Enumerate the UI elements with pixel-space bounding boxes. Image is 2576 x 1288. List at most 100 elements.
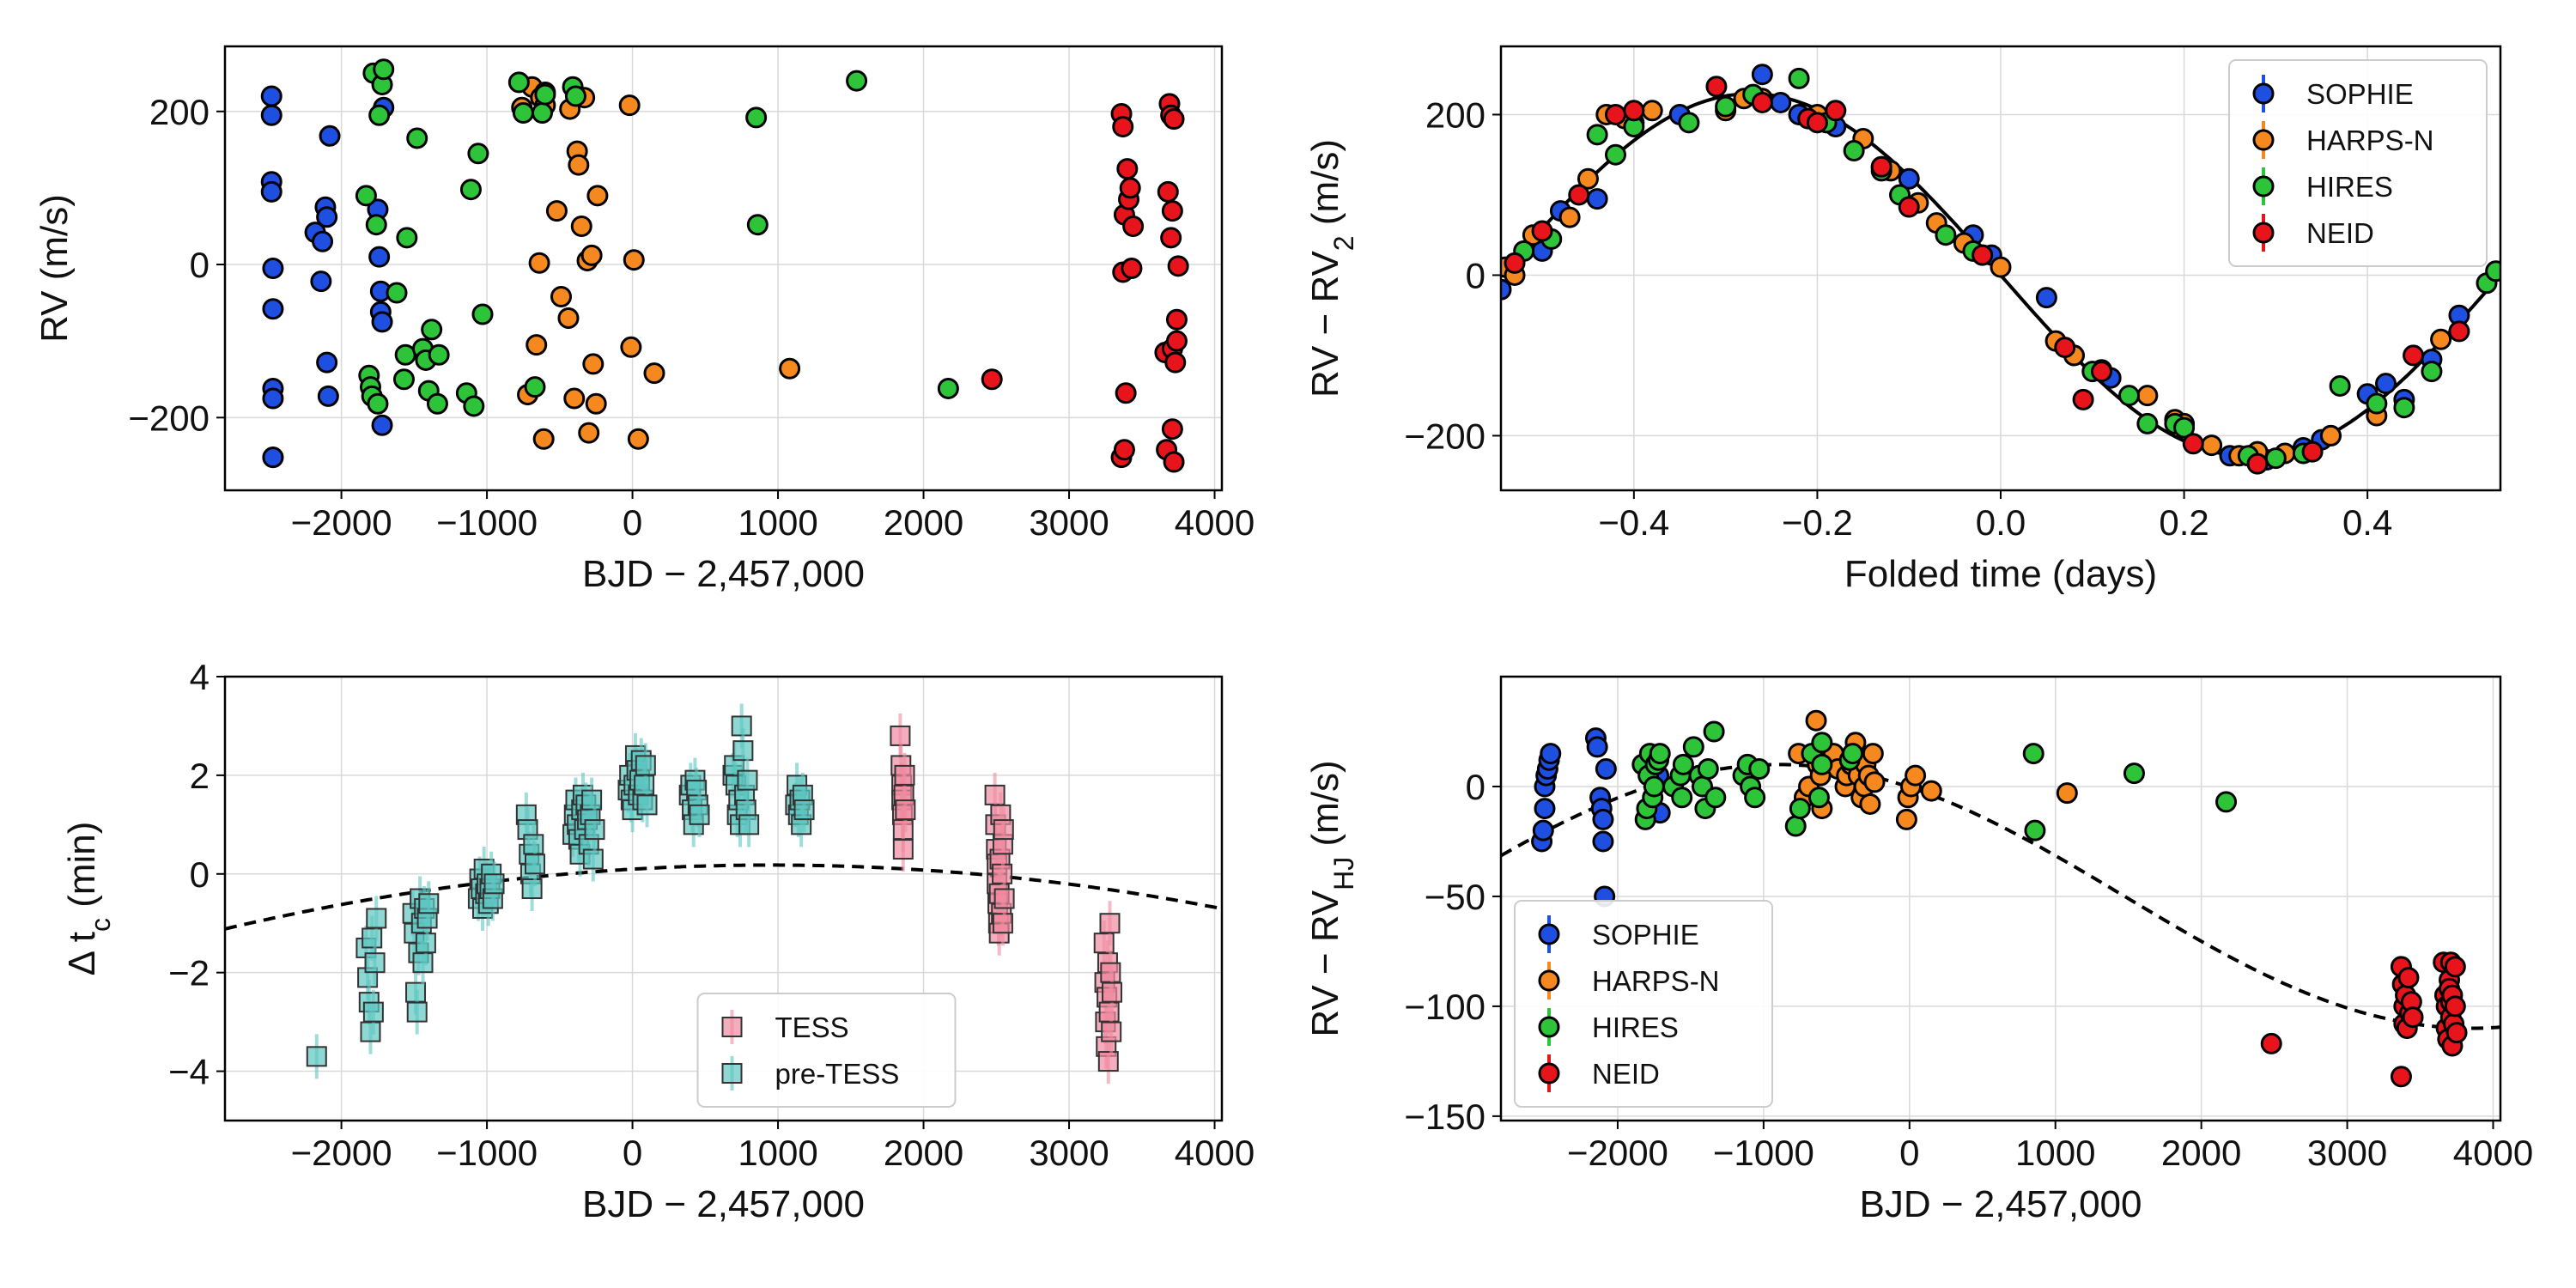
y-axis-label-main: RV − RV	[1304, 251, 1346, 398]
y-tick-label: 200	[1425, 94, 1485, 135]
data-point	[260, 104, 283, 126]
y-tick-label: 0	[1466, 255, 1485, 295]
data-point	[426, 392, 448, 415]
axes-frame	[223, 45, 1224, 492]
data-point	[1811, 732, 1833, 754]
legend-marker-hires	[1538, 1016, 1560, 1038]
data-point	[262, 387, 284, 410]
series-neid	[1504, 76, 2470, 475]
data-point	[1102, 981, 1123, 1003]
data-point	[1586, 124, 1608, 146]
data-point	[2260, 1032, 2282, 1054]
y-axis-label-unit: (min)	[61, 822, 103, 918]
y-axis-label-unit: (m/s)	[1304, 139, 1346, 235]
data-point	[524, 376, 546, 398]
data-point	[993, 819, 1014, 841]
data-point	[1641, 100, 1663, 122]
data-point	[2118, 385, 2141, 407]
series-pre-tess	[306, 703, 815, 1079]
data-point	[310, 270, 332, 293]
y-tick-label: 0	[190, 854, 210, 895]
legend-label: HIRES	[2306, 171, 2393, 203]
data-point	[1163, 451, 1185, 473]
data-point	[1805, 709, 1827, 732]
data-point	[2201, 434, 2223, 457]
data-point	[892, 839, 914, 860]
data-point	[528, 252, 550, 274]
data-point	[1898, 196, 1920, 218]
x-axis-label: BJD − 2,457,000	[582, 553, 865, 595]
data-point	[1504, 252, 1526, 274]
data-point	[1842, 743, 1864, 765]
data-point	[2054, 337, 2076, 359]
data-point	[412, 952, 434, 974]
data-point	[1558, 206, 1581, 228]
data-point	[2421, 361, 2443, 383]
data-point	[362, 1001, 384, 1023]
data-point	[365, 214, 387, 236]
y-tick-label: 4	[190, 657, 210, 697]
data-point	[618, 94, 641, 117]
data-point	[2215, 791, 2238, 813]
data-point	[1806, 112, 1828, 134]
x-tick-label: 0	[623, 502, 642, 543]
data-point	[459, 179, 482, 201]
data-point	[406, 1001, 428, 1023]
chart-ttv: −2000 −1000 0 1000 2000 3000 4000 −4 −2 0 2 4 BJD − …	[61, 657, 1255, 1225]
series-harps-n	[511, 76, 801, 450]
data-point	[2393, 397, 2415, 419]
legend-marker-harps-n	[2252, 129, 2275, 151]
data-point	[1161, 418, 1183, 440]
data-point	[1678, 112, 1700, 134]
chart-rv-residual: −2000 −1000 0 1000 2000 3000 4000 −150 −100 −50 0 B…	[1304, 675, 2533, 1225]
data-point	[992, 863, 1013, 884]
data-point	[2390, 1066, 2412, 1088]
data-point	[2035, 287, 2057, 309]
x-tick-label: −2000	[1567, 1133, 1668, 1173]
data-point	[564, 85, 586, 107]
data-point	[2445, 1022, 2468, 1044]
data-point	[2444, 995, 2466, 1018]
x-tick-label: 3000	[1029, 1133, 1109, 1173]
data-point	[1862, 743, 1884, 765]
x-axis-label: BJD − 2,457,000	[582, 1183, 865, 1225]
data-point	[2123, 762, 2145, 785]
legend-marker-neid	[1538, 1062, 1560, 1084]
plot-area	[1501, 64, 2500, 475]
legend-marker-neid	[2252, 222, 2275, 244]
data-point	[262, 298, 284, 320]
data-point	[2430, 328, 2452, 350]
data-point	[1586, 736, 1608, 758]
x-tick-label: −1000	[1713, 1133, 1814, 1173]
data-point	[581, 789, 603, 811]
x-tick-label: 2000	[884, 502, 963, 543]
legend-label: HARPS-N	[1592, 965, 1720, 997]
data-point	[1097, 1051, 1119, 1072]
data-point	[689, 804, 710, 825]
data-point	[1898, 167, 1920, 190]
data-point	[525, 854, 546, 875]
y-axis-label: Δ tc (min)	[61, 822, 116, 976]
x-tick-label: 1000	[738, 1133, 817, 1173]
y-tick-label: −4	[168, 1052, 210, 1092]
data-point	[392, 368, 415, 391]
data-point	[2182, 433, 2204, 455]
legend-marker-pre-tess	[721, 1063, 743, 1084]
axes-frame	[223, 675, 1224, 1122]
data-point	[582, 848, 604, 870]
data-point	[1112, 116, 1134, 138]
data-point	[545, 200, 568, 222]
data-point	[895, 799, 916, 821]
data-point	[623, 249, 645, 271]
data-point	[570, 215, 592, 237]
data-point	[471, 303, 494, 325]
legend-label: pre-TESS	[775, 1058, 900, 1090]
data-point	[1789, 798, 1811, 820]
data-point	[1167, 255, 1189, 277]
y-tick-label: −200	[1404, 416, 1485, 456]
data-point	[2136, 412, 2159, 434]
data-point	[1165, 308, 1188, 331]
legend-marker-hires	[2252, 175, 2275, 197]
data-point	[1113, 439, 1135, 461]
